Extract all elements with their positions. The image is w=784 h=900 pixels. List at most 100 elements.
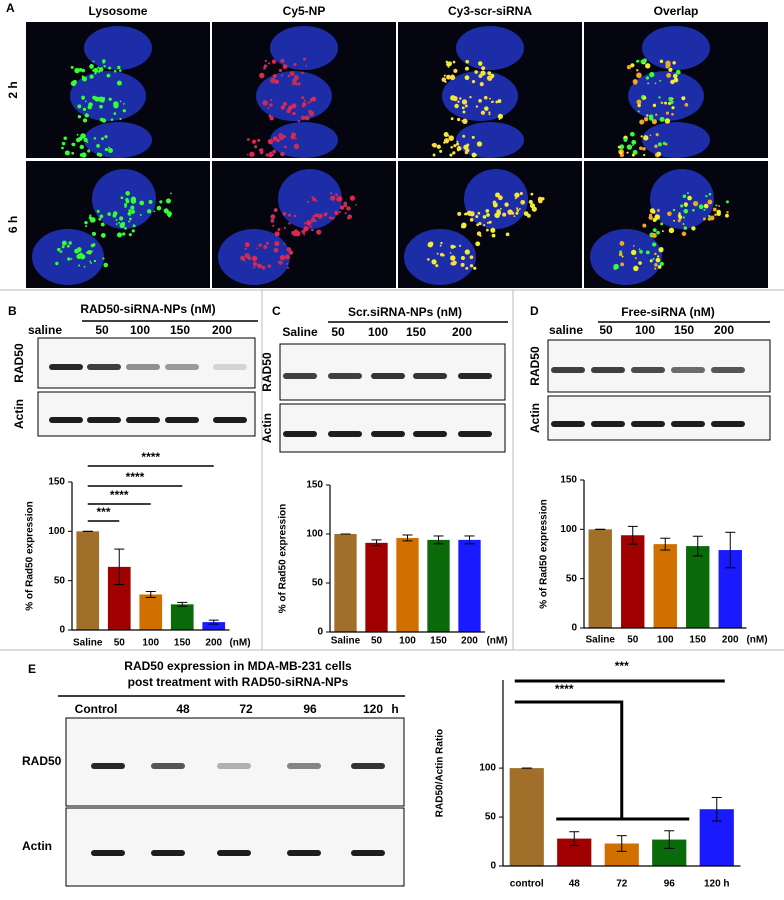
vesicle <box>301 96 305 100</box>
vesicle <box>128 233 132 237</box>
vesicle <box>165 198 172 204</box>
vesicle <box>280 151 285 157</box>
blot-band <box>91 763 125 769</box>
blot-row-label: Actin <box>12 399 26 429</box>
vesicle <box>100 222 105 227</box>
vesicle <box>303 99 307 102</box>
vesicle <box>488 111 491 114</box>
vesicle <box>452 60 456 64</box>
vesicle <box>61 146 64 150</box>
vesicle <box>681 231 687 237</box>
vesicle <box>259 148 264 152</box>
vesicle <box>456 117 461 122</box>
vesicle <box>528 199 533 205</box>
vesicle <box>309 100 313 103</box>
vesicle <box>115 219 118 221</box>
x-tick-label: Saline <box>586 635 616 646</box>
vesicle <box>703 208 706 211</box>
vesicle <box>277 228 281 232</box>
x-tick-label: 100 <box>142 638 159 649</box>
vesicle <box>113 103 119 109</box>
error-bar <box>725 531 736 569</box>
vesicle <box>117 65 121 70</box>
vesicle <box>339 210 342 214</box>
vesicle <box>514 197 517 200</box>
y-tick-label: 50 <box>312 578 324 589</box>
micrograph <box>26 161 210 288</box>
vesicle <box>86 141 89 144</box>
y-tick-label: 50 <box>566 573 578 584</box>
vesicle <box>659 59 664 64</box>
vesicle <box>61 240 67 246</box>
vesicle <box>459 97 462 100</box>
x-unit: (nM) <box>486 636 507 647</box>
vesicle <box>270 140 273 143</box>
vesicle <box>303 233 306 236</box>
vesicle <box>639 146 643 150</box>
vesicle <box>244 242 250 248</box>
vesicle <box>283 242 286 245</box>
vesicle <box>101 118 107 123</box>
vesicle <box>121 221 126 226</box>
vesicle <box>630 63 635 68</box>
row-label: 2 h <box>6 81 20 98</box>
vesicle <box>292 112 296 116</box>
vesicle <box>457 211 462 216</box>
vesicle <box>431 259 437 265</box>
vesicle <box>89 214 92 217</box>
vesicle <box>311 196 314 199</box>
vesicle <box>632 144 634 146</box>
vesicle <box>87 250 92 255</box>
vesicle <box>486 75 493 81</box>
vesicle <box>71 143 74 146</box>
vesicle <box>278 132 284 139</box>
blot-row-label: Actin <box>22 839 52 853</box>
blot-band <box>591 421 625 427</box>
vesicle <box>497 99 502 104</box>
vesicle <box>691 226 696 231</box>
vesicle <box>312 197 316 202</box>
lane-label: 200 <box>452 325 472 339</box>
vesicle <box>639 249 643 254</box>
vesicle <box>251 139 257 144</box>
vesicle <box>642 96 647 100</box>
vesicle <box>456 146 462 151</box>
vesicle <box>257 138 261 142</box>
vesicle <box>349 195 356 201</box>
vesicle <box>309 225 312 228</box>
error-bar <box>433 535 444 545</box>
x-tick-label: 150 <box>689 635 706 646</box>
vesicle <box>291 83 294 86</box>
vesicle <box>131 229 135 233</box>
blot-row-label: RAD50 <box>12 343 26 383</box>
vesicle <box>163 208 169 214</box>
vesicle <box>516 207 519 210</box>
vesicle <box>297 82 301 86</box>
y-axis-label: RAD50/Actin Ratio <box>435 729 446 817</box>
vesicle <box>308 110 315 117</box>
vesicle <box>116 80 122 86</box>
vesicle <box>652 228 657 233</box>
vesicle <box>463 144 469 150</box>
vesicle <box>102 61 105 64</box>
vesicle <box>83 265 86 268</box>
vesicle <box>74 67 80 74</box>
vesicle <box>692 201 699 207</box>
column-header: Lysosome <box>89 4 148 18</box>
vesicle <box>626 151 629 154</box>
vesicle <box>293 62 297 66</box>
vesicle <box>488 220 492 224</box>
vesicle <box>106 73 111 78</box>
vesicle <box>682 216 685 219</box>
vesicle <box>93 259 97 263</box>
vesicle <box>456 142 460 146</box>
vesicle <box>452 260 457 266</box>
vesicle <box>108 66 112 70</box>
vesicle <box>100 232 106 238</box>
vesicle <box>486 228 489 232</box>
nucleus <box>270 26 338 70</box>
vesicle <box>619 144 625 150</box>
vesicle <box>311 96 317 102</box>
vesicle <box>270 218 275 223</box>
